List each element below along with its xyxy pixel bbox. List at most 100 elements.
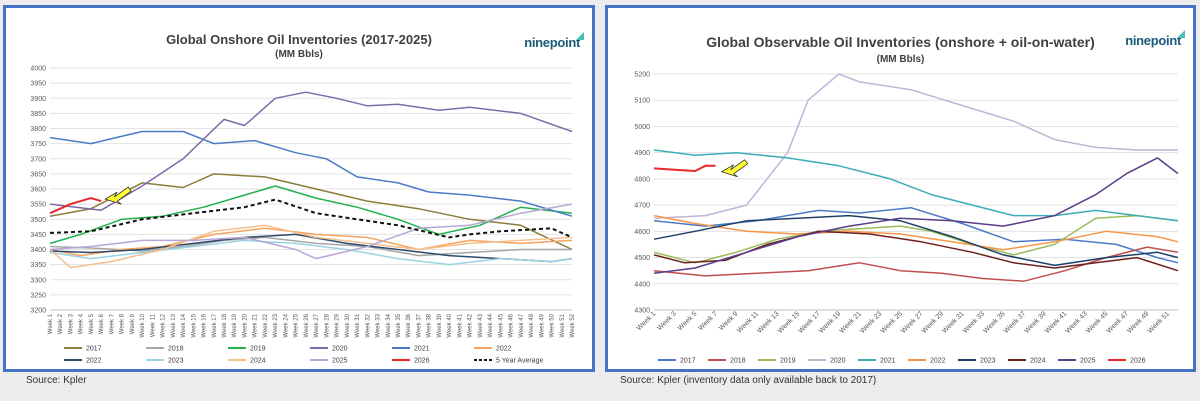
series-line-2018 (653, 246, 1179, 282)
x-tick-label: Week 43 (478, 313, 484, 337)
y-tick-label: 4700 (634, 203, 650, 210)
legend-label: 2022 (496, 346, 512, 353)
ninepoint-logo: ninepoint (524, 32, 584, 50)
x-tick-label: Week 48 (529, 313, 535, 337)
series-line-2026 (653, 164, 716, 172)
y-tick-label: 3400 (30, 247, 46, 254)
x-tick-label: Week 22 (263, 313, 269, 337)
y-tick-label: 4900 (634, 150, 650, 157)
y-tick-label: 3900 (30, 96, 46, 103)
y-tick-label: 4000 (30, 66, 46, 73)
y-tick-label: 3600 (30, 187, 46, 194)
series-line-2026 (49, 197, 102, 215)
y-tick-label: 4600 (634, 229, 650, 236)
legend-label: 2024 (1030, 358, 1046, 365)
x-tick-label: Week 50 (550, 313, 556, 337)
series-line-2020 (653, 73, 1178, 219)
y-tick-label: 3200 (30, 308, 46, 315)
x-tick-label: Week 42 (468, 313, 474, 337)
y-tick-label: 3950 (30, 81, 46, 88)
y-tick-label: 3300 (30, 277, 46, 284)
x-tick-label: Week 36 (406, 313, 412, 337)
x-tick-label: Week 20 (242, 313, 248, 337)
x-tick-label: Week 7 (109, 313, 115, 334)
legend-label: 2017 (680, 358, 696, 365)
chart-subtitle: (MM Bbls) (876, 54, 925, 65)
y-tick-label: 5000 (634, 124, 650, 131)
legend-label: 2023 (980, 358, 996, 365)
callout-arrow-icon (104, 186, 132, 205)
series-line-2024 (653, 230, 1179, 272)
logo-text: ninepoint (524, 35, 580, 50)
x-tick-label: Week 51 (560, 313, 566, 337)
x-tick-label: Week 7 (697, 310, 719, 332)
x-tick-label: Week 28 (324, 313, 330, 337)
x-tick-label: Week 47 (519, 313, 525, 337)
x-tick-label: Week 38 (427, 313, 433, 337)
x-tick-label: Week 6 (99, 313, 105, 334)
x-tick-label: Week 16 (202, 313, 208, 337)
x-tick-label: Week 17 (212, 313, 218, 337)
legend-label: 2023 (168, 358, 184, 365)
x-tick-label: Week 11 (150, 313, 156, 337)
x-tick-label: Week 24 (283, 313, 289, 337)
x-tick-label: Week 49 (539, 313, 545, 337)
callout-arrow-icon (720, 159, 749, 178)
legend-label: 2019 (250, 346, 266, 353)
y-tick-label: 3800 (30, 126, 46, 133)
legend-label: 2020 (830, 358, 846, 365)
x-tick-label: Week 15 (191, 313, 197, 337)
legend-label: 2024 (250, 358, 266, 365)
chart-title: Global Observable Oil Inventories (onsho… (706, 34, 1095, 50)
legend-label: 2022 (86, 358, 102, 365)
x-tick-label: Week 8 (120, 313, 126, 334)
legend-label: 2021 (414, 346, 430, 353)
observable-chart-panel: Global Observable Oil Inventories (onsho… (605, 5, 1196, 372)
series-line-2017 (653, 206, 1179, 264)
x-tick-label: Week 39 (437, 313, 443, 337)
y-tick-label: 4400 (634, 281, 650, 288)
x-tick-label: Week 37 (416, 313, 422, 337)
x-tick-label: Week 9 (130, 313, 136, 334)
y-tick-label: 5200 (634, 72, 650, 79)
series-line-2025 (653, 157, 1179, 275)
x-tick-label: Week 10 (140, 313, 146, 337)
y-tick-label: 3250 (30, 292, 46, 299)
y-tick-label: 3500 (30, 217, 46, 224)
y-tick-label: 3700 (30, 156, 46, 163)
y-tick-label: 3450 (30, 232, 46, 239)
source-note: Source: Kpler (inventory data only avail… (620, 375, 877, 386)
x-tick-label: Week 30 (345, 313, 351, 337)
logo-text: ninepoint (1125, 33, 1181, 48)
x-tick-label: Week 33 (376, 313, 382, 337)
source-note: Source: Kpler (26, 375, 87, 386)
x-tick-label: Week 1 (48, 313, 54, 334)
x-tick-label: Week 19 (232, 313, 238, 337)
series-line-2021 (653, 149, 1179, 222)
series-line-2024 (49, 224, 573, 269)
x-tick-label: Week 45 (498, 313, 504, 337)
x-tick-label: Week 12 (161, 313, 167, 337)
x-tick-label: Week 27 (314, 313, 320, 337)
y-tick-label: 3350 (30, 262, 46, 269)
y-tick-label: 3850 (30, 111, 46, 118)
x-tick-label: Week 29 (335, 313, 341, 337)
series-line-2022 (653, 214, 1179, 251)
x-tick-label: Week 35 (396, 313, 402, 337)
y-tick-label: 3750 (30, 141, 46, 148)
y-tick-label: 3650 (30, 171, 46, 178)
legend-label: 5 Year Average (496, 358, 543, 365)
x-tick-label: Week 41 (457, 313, 463, 337)
chart-subtitle: (MM Bbls) (275, 49, 323, 60)
legend-label: 2025 (332, 358, 348, 365)
series-line-2019 (49, 185, 573, 245)
legend-label: 2018 (730, 358, 746, 365)
legend-label: 2025 (1080, 358, 1096, 365)
x-tick-label: Week 3 (656, 310, 678, 332)
x-tick-label: Week 13 (171, 313, 177, 337)
logo-mark-icon (576, 32, 584, 40)
x-tick-label: Week 34 (386, 313, 392, 337)
y-tick-label: 5100 (634, 98, 650, 105)
y-tick-label: 3550 (30, 202, 46, 209)
series-line-2021 (49, 130, 573, 217)
